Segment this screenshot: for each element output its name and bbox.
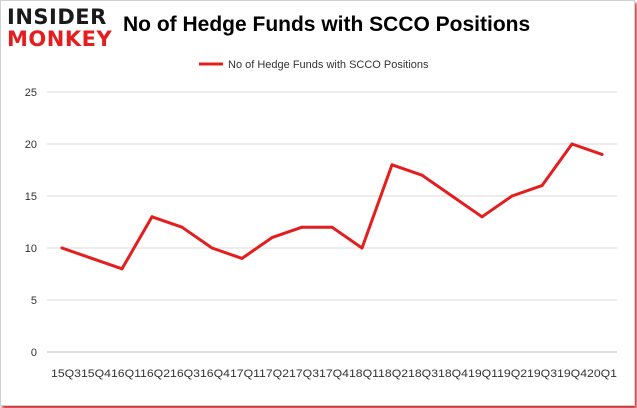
y-tick-label-10: 10 bbox=[25, 243, 37, 255]
data-point-17Q2 bbox=[270, 236, 274, 240]
data-point-19Q2 bbox=[510, 194, 514, 198]
data-point-18Q1 bbox=[360, 246, 364, 250]
data-point-18Q4 bbox=[450, 194, 454, 198]
data-point-19Q4 bbox=[570, 142, 574, 146]
y-tick-label-5: 5 bbox=[31, 295, 37, 307]
data-point-15Q3 bbox=[60, 246, 64, 250]
logo-line-1: INSIDER bbox=[7, 5, 107, 29]
data-point-19Q1 bbox=[480, 215, 484, 219]
legend: No of Hedge Funds with SCCO Positions bbox=[199, 59, 429, 71]
y-tick-label-25: 25 bbox=[25, 87, 37, 99]
data-point-15Q4 bbox=[90, 256, 94, 260]
legend-label: No of Hedge Funds with SCCO Positions bbox=[228, 59, 429, 71]
y-tick-label-0: 0 bbox=[31, 347, 37, 359]
y-axis-ticks: 0 5 10 15 20 25 bbox=[25, 87, 37, 359]
data-point-17Q4 bbox=[330, 225, 334, 229]
data-point-20Q1 bbox=[600, 152, 604, 156]
data-point-16Q4 bbox=[210, 246, 214, 250]
x-axis-tick-labels: 15Q315Q416Q116Q216Q316Q417Q117Q217Q317Q4… bbox=[51, 368, 617, 380]
data-point-17Q3 bbox=[300, 225, 304, 229]
insider-monkey-logo: INSIDER MONKEY bbox=[7, 6, 115, 54]
data-point-18Q3 bbox=[420, 173, 424, 177]
logo-line-2: MONKEY bbox=[7, 27, 113, 51]
data-point-16Q2 bbox=[150, 215, 154, 219]
data-point-19Q3 bbox=[540, 184, 544, 188]
y-tick-label-20: 20 bbox=[25, 139, 37, 151]
y-tick-label-15: 15 bbox=[25, 191, 37, 203]
data-point-16Q1 bbox=[120, 267, 124, 271]
chart-title: No of Hedge Funds with SCCO Positions bbox=[123, 13, 531, 36]
series-group bbox=[60, 142, 604, 271]
series-line bbox=[60, 142, 604, 271]
data-point-17Q1 bbox=[240, 256, 244, 260]
data-point-16Q3 bbox=[180, 225, 184, 229]
gridlines bbox=[47, 91, 617, 301]
data-point-18Q2 bbox=[390, 163, 394, 167]
